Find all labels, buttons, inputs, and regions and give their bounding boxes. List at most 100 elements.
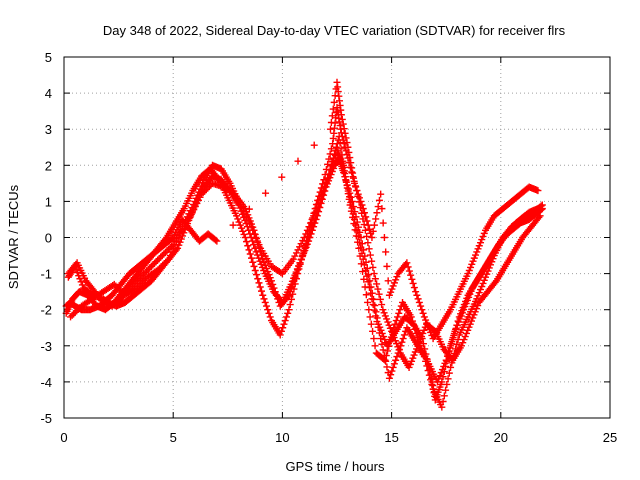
data-point — [262, 302, 270, 310]
data-point — [462, 300, 470, 308]
data-point — [337, 111, 345, 119]
data-point — [390, 279, 398, 287]
data-point — [270, 284, 278, 292]
data-point — [478, 282, 486, 290]
y-tick-label: 5 — [45, 50, 52, 65]
data-point — [284, 293, 292, 301]
data-point — [135, 281, 143, 289]
data-point — [436, 372, 444, 380]
data-point — [365, 225, 373, 233]
data-point — [405, 363, 413, 371]
data-point — [205, 182, 213, 190]
data-point — [285, 291, 293, 299]
data-point — [408, 357, 416, 365]
data-point — [419, 329, 427, 337]
data-point — [472, 251, 480, 259]
data-point — [286, 288, 294, 296]
y-tick-label: -3 — [40, 339, 52, 354]
data-point — [392, 356, 400, 364]
data-point — [485, 264, 493, 272]
data-point — [479, 279, 487, 287]
data-point — [467, 317, 475, 325]
data-point — [413, 291, 421, 299]
data-point — [465, 323, 473, 331]
data-point — [399, 335, 407, 343]
data-point — [327, 118, 335, 126]
data-point — [255, 279, 263, 287]
data-point — [304, 237, 312, 245]
data-point — [451, 327, 459, 335]
data-point — [265, 271, 273, 279]
data-point — [443, 380, 451, 388]
data-point — [265, 309, 273, 317]
data-point — [264, 268, 272, 276]
data-point — [409, 317, 417, 325]
data-point — [360, 275, 368, 283]
data-point — [115, 285, 123, 293]
data-point — [141, 269, 149, 277]
data-point — [157, 253, 165, 261]
data-point — [155, 264, 163, 272]
data-point — [335, 132, 343, 140]
data-point — [534, 187, 542, 195]
data-point — [363, 232, 371, 240]
data-point — [484, 267, 492, 275]
data-point — [408, 275, 416, 283]
data-point — [360, 209, 368, 217]
data-point — [339, 120, 347, 128]
data-point — [411, 325, 419, 333]
data-point — [338, 115, 346, 123]
data-point — [339, 157, 347, 165]
data-point — [465, 267, 473, 275]
data-point — [397, 342, 405, 350]
data-point — [381, 336, 389, 344]
data-point — [387, 371, 395, 379]
data-point — [147, 262, 155, 270]
data-point — [422, 316, 430, 324]
data-point — [256, 283, 264, 291]
data-point — [282, 313, 290, 321]
data-point — [144, 265, 152, 273]
data-point — [453, 321, 461, 329]
data-point — [374, 285, 382, 293]
data-point — [296, 259, 304, 267]
data-point — [77, 278, 85, 286]
data-point — [375, 329, 383, 337]
data-point — [406, 360, 414, 368]
data-point — [354, 190, 362, 198]
data-point — [201, 187, 209, 195]
data-point — [146, 264, 154, 272]
data-point — [68, 311, 76, 319]
data-point — [259, 255, 267, 263]
data-point — [360, 261, 368, 269]
data-point — [262, 264, 270, 272]
data-point — [366, 313, 374, 321]
data-point — [405, 267, 413, 275]
data-point — [460, 336, 468, 344]
data-point — [425, 371, 433, 379]
data-point — [326, 166, 334, 174]
data-point — [229, 189, 237, 197]
data-point — [440, 392, 448, 400]
data-point — [316, 199, 324, 207]
series-track-c — [62, 104, 544, 371]
data-point — [377, 335, 385, 343]
data-point — [261, 261, 269, 269]
data-point — [253, 235, 261, 243]
data-point — [190, 206, 198, 214]
data-point — [188, 209, 196, 217]
data-point — [260, 295, 268, 303]
data-point — [196, 185, 204, 193]
data-point — [362, 267, 370, 275]
data-point — [385, 374, 393, 382]
data-point — [433, 378, 441, 386]
data-point — [392, 276, 400, 284]
data-point — [235, 218, 243, 226]
data-point — [368, 257, 376, 265]
x-tick-label: 10 — [275, 430, 289, 445]
data-point — [243, 208, 251, 216]
data-point — [137, 279, 145, 287]
data-point — [418, 333, 426, 341]
data-point — [383, 315, 391, 323]
data-point — [461, 303, 469, 311]
